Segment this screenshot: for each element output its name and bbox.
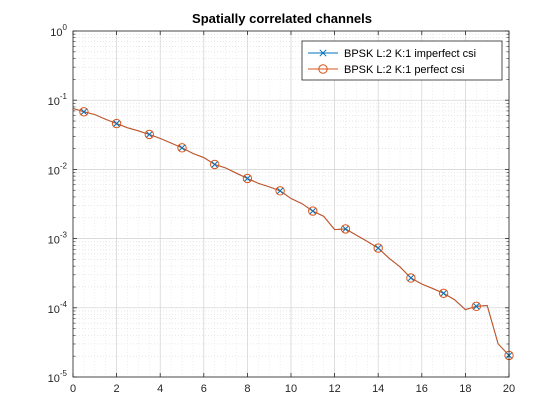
y-tick-label: 10-4 [48,300,68,316]
x-tick-label: 2 [114,383,120,395]
data-point-circle-marker [210,159,220,170]
y-tick-label-base: 10 [48,235,60,247]
legend-entry: BPSK L:2 K:1 perfect csi [308,64,464,76]
x-tick-label: 12 [328,383,340,395]
y-tick-label-base: 10 [48,304,60,316]
data-point-circle-marker [340,224,351,234]
y-tick-label-exponent: -3 [60,231,68,240]
data-point-circle-marker [471,301,481,312]
data-point-circle-marker [242,173,253,184]
x-tick-label: 6 [201,383,207,395]
x-tick-label: 18 [459,383,471,395]
x-tick-label: 0 [70,383,76,395]
legend-box [301,40,503,81]
data-point-circle-marker [79,107,89,117]
data-point-circle-marker [406,273,416,283]
data-point-x-marker [472,302,480,310]
y-tick-label-base: 10 [48,165,60,177]
y-tick-label-base: 10 [50,27,62,39]
y-tick-label-exponent: 0 [63,23,68,32]
data-point-circle-marker [438,288,449,299]
y-tick-label: 10-2 [48,161,68,177]
x-tick-labels: 0 2 4 6 8 10 12 14 16 18 20 [70,383,515,395]
data-point-circle-marker [111,118,122,129]
x-tick-label: 16 [416,383,428,395]
data-point-circle-marker [318,64,328,74]
data-point-x-marker [243,174,251,183]
y-tick-label-base: 10 [48,373,60,385]
data-point-x-marker [276,187,284,195]
data-point-x-marker [407,274,415,282]
data-point-x-marker [145,130,153,138]
legend-entries: BPSK L:2 K:1 imperfect csi BPSK L:2 K:1 p… [308,48,476,76]
data-point-circle-marker [308,206,318,216]
legend: BPSK L:2 K:1 imperfect csi BPSK L:2 K:1 p… [301,40,503,81]
x-tick-label: 8 [244,383,250,395]
data-point-circle-marker [144,129,155,140]
data-point-x-marker [440,289,448,297]
x-tick-label: 20 [503,383,515,395]
data-point-circle-marker [275,186,285,196]
y-tick-label-base: 10 [48,96,60,108]
data-point-circle-marker [177,143,187,153]
x-tick-label: 10 [285,383,297,395]
chart-title: Spatially correlated channels [192,11,372,26]
data-point-x-marker [374,244,382,252]
y-tick-label-exponent: -1 [60,92,68,101]
y-tick-label-exponent: -2 [60,161,68,170]
axis-ticks [72,30,510,378]
data-point-x-marker [211,160,219,168]
y-tick-label-exponent: -4 [60,300,68,309]
data-point-x-marker [309,207,317,215]
y-tick-label: 10-3 [48,231,68,247]
data-point-x-marker [80,108,88,116]
data-point-x-marker [341,225,350,233]
data-point-x-marker [319,49,327,57]
legend-label: BPSK L:2 K:1 imperfect csi [344,48,476,60]
x-tick-label: 4 [157,383,163,395]
y-tick-label-exponent: -5 [60,369,68,378]
y-tick-label: 10-5 [48,369,68,385]
y-tick-label: 100 [50,23,67,39]
series-layer [72,107,514,361]
y-tick-label: 10-1 [48,92,68,108]
data-point-x-marker [113,119,121,128]
data-point-circle-marker [373,243,383,253]
x-tick-label: 14 [372,383,384,395]
data-point-x-marker [178,144,186,152]
legend-label: BPSK L:2 K:1 perfect csi [344,64,464,76]
series-markers-2 [79,107,514,361]
legend-entry: BPSK L:2 K:1 imperfect csi [308,48,476,60]
